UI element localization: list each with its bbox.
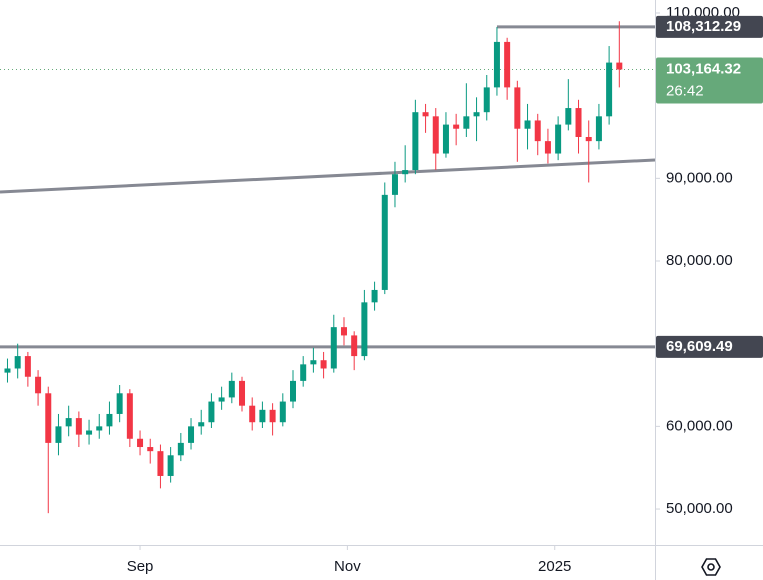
candle-body [86, 430, 93, 435]
candle-body [422, 112, 429, 117]
candle-body [55, 426, 62, 443]
candle-body [381, 194, 388, 290]
candle-body [259, 409, 266, 423]
candle-body [177, 442, 184, 456]
x-tick-label: 2025 [538, 558, 571, 575]
countdown-label: 26:42 [666, 82, 704, 99]
candle-body [45, 393, 52, 443]
candle-body [514, 87, 521, 129]
candle-body [402, 170, 409, 175]
axes: 50,000.0060,000.0070,000.0080,000.0090,0… [127, 4, 763, 575]
candle-body [137, 438, 144, 448]
settings-icon[interactable] [701, 558, 721, 576]
candle-body [208, 401, 215, 423]
y-tick-label: 80,000.00 [666, 252, 733, 269]
candle-body [585, 136, 592, 142]
candle-body [595, 116, 602, 142]
candle-body [106, 413, 113, 427]
candle-body [463, 116, 470, 129]
candle-body [147, 447, 154, 452]
candle-body [4, 368, 11, 373]
candle-body [575, 108, 582, 137]
settings-icon-center[interactable] [707, 563, 715, 571]
candle-body [412, 112, 419, 171]
candle-body [371, 289, 378, 303]
candle-body [218, 397, 225, 402]
level-label-box [656, 15, 763, 38]
candle-body [289, 380, 296, 402]
level-label: 69,609.49 [666, 338, 733, 355]
candle-body [616, 62, 623, 70]
trendline [0, 158, 656, 194]
candle-body [239, 380, 246, 406]
y-tick-label: 60,000.00 [666, 417, 733, 434]
candle-body [340, 327, 347, 336]
candle-body [167, 455, 174, 476]
candle-body [75, 418, 82, 435]
candle-body [524, 120, 531, 129]
settings-button[interactable] [701, 558, 721, 576]
candle-body [473, 112, 480, 117]
plot-area [0, 21, 656, 514]
x-tick-label: Nov [334, 558, 361, 575]
candle-body [279, 401, 286, 423]
candle-body [157, 451, 164, 476]
level-label-box [656, 335, 763, 358]
candle-body [483, 87, 490, 113]
y-tick-label: 90,000.00 [666, 169, 733, 186]
candle-body [606, 62, 613, 117]
candle-body [432, 116, 439, 154]
current-price-box [656, 57, 763, 104]
level-label: 108,312.29 [666, 18, 741, 35]
candle-body [310, 360, 317, 365]
candle-body [442, 124, 449, 154]
candle-body [65, 418, 72, 427]
candle-body [351, 335, 358, 357]
candle-body [198, 422, 205, 427]
candle-body [391, 174, 398, 195]
candle-body [116, 393, 123, 414]
candle-body [126, 393, 133, 439]
current-price-label: 103,164.32 [666, 60, 741, 77]
y-tick-label: 50,000.00 [666, 500, 733, 517]
candle-body [14, 356, 21, 369]
candle-body [534, 120, 541, 142]
candle-body [493, 41, 500, 88]
candle-body [361, 302, 368, 357]
candle-body [453, 124, 460, 129]
candle-body [504, 41, 511, 88]
candle-body [300, 364, 307, 381]
candle-body [269, 409, 276, 423]
candle-body [35, 376, 42, 394]
candle-body [555, 124, 562, 154]
x-tick-label: Sep [127, 558, 154, 575]
candle-body [96, 426, 103, 431]
candle-body [249, 405, 256, 423]
candle-body [565, 108, 572, 125]
candle-body [320, 360, 327, 369]
candle-body [24, 356, 31, 377]
candle-body [544, 141, 551, 154]
candle-body [228, 380, 235, 398]
candle-body [188, 426, 195, 443]
candle-body [330, 327, 337, 369]
